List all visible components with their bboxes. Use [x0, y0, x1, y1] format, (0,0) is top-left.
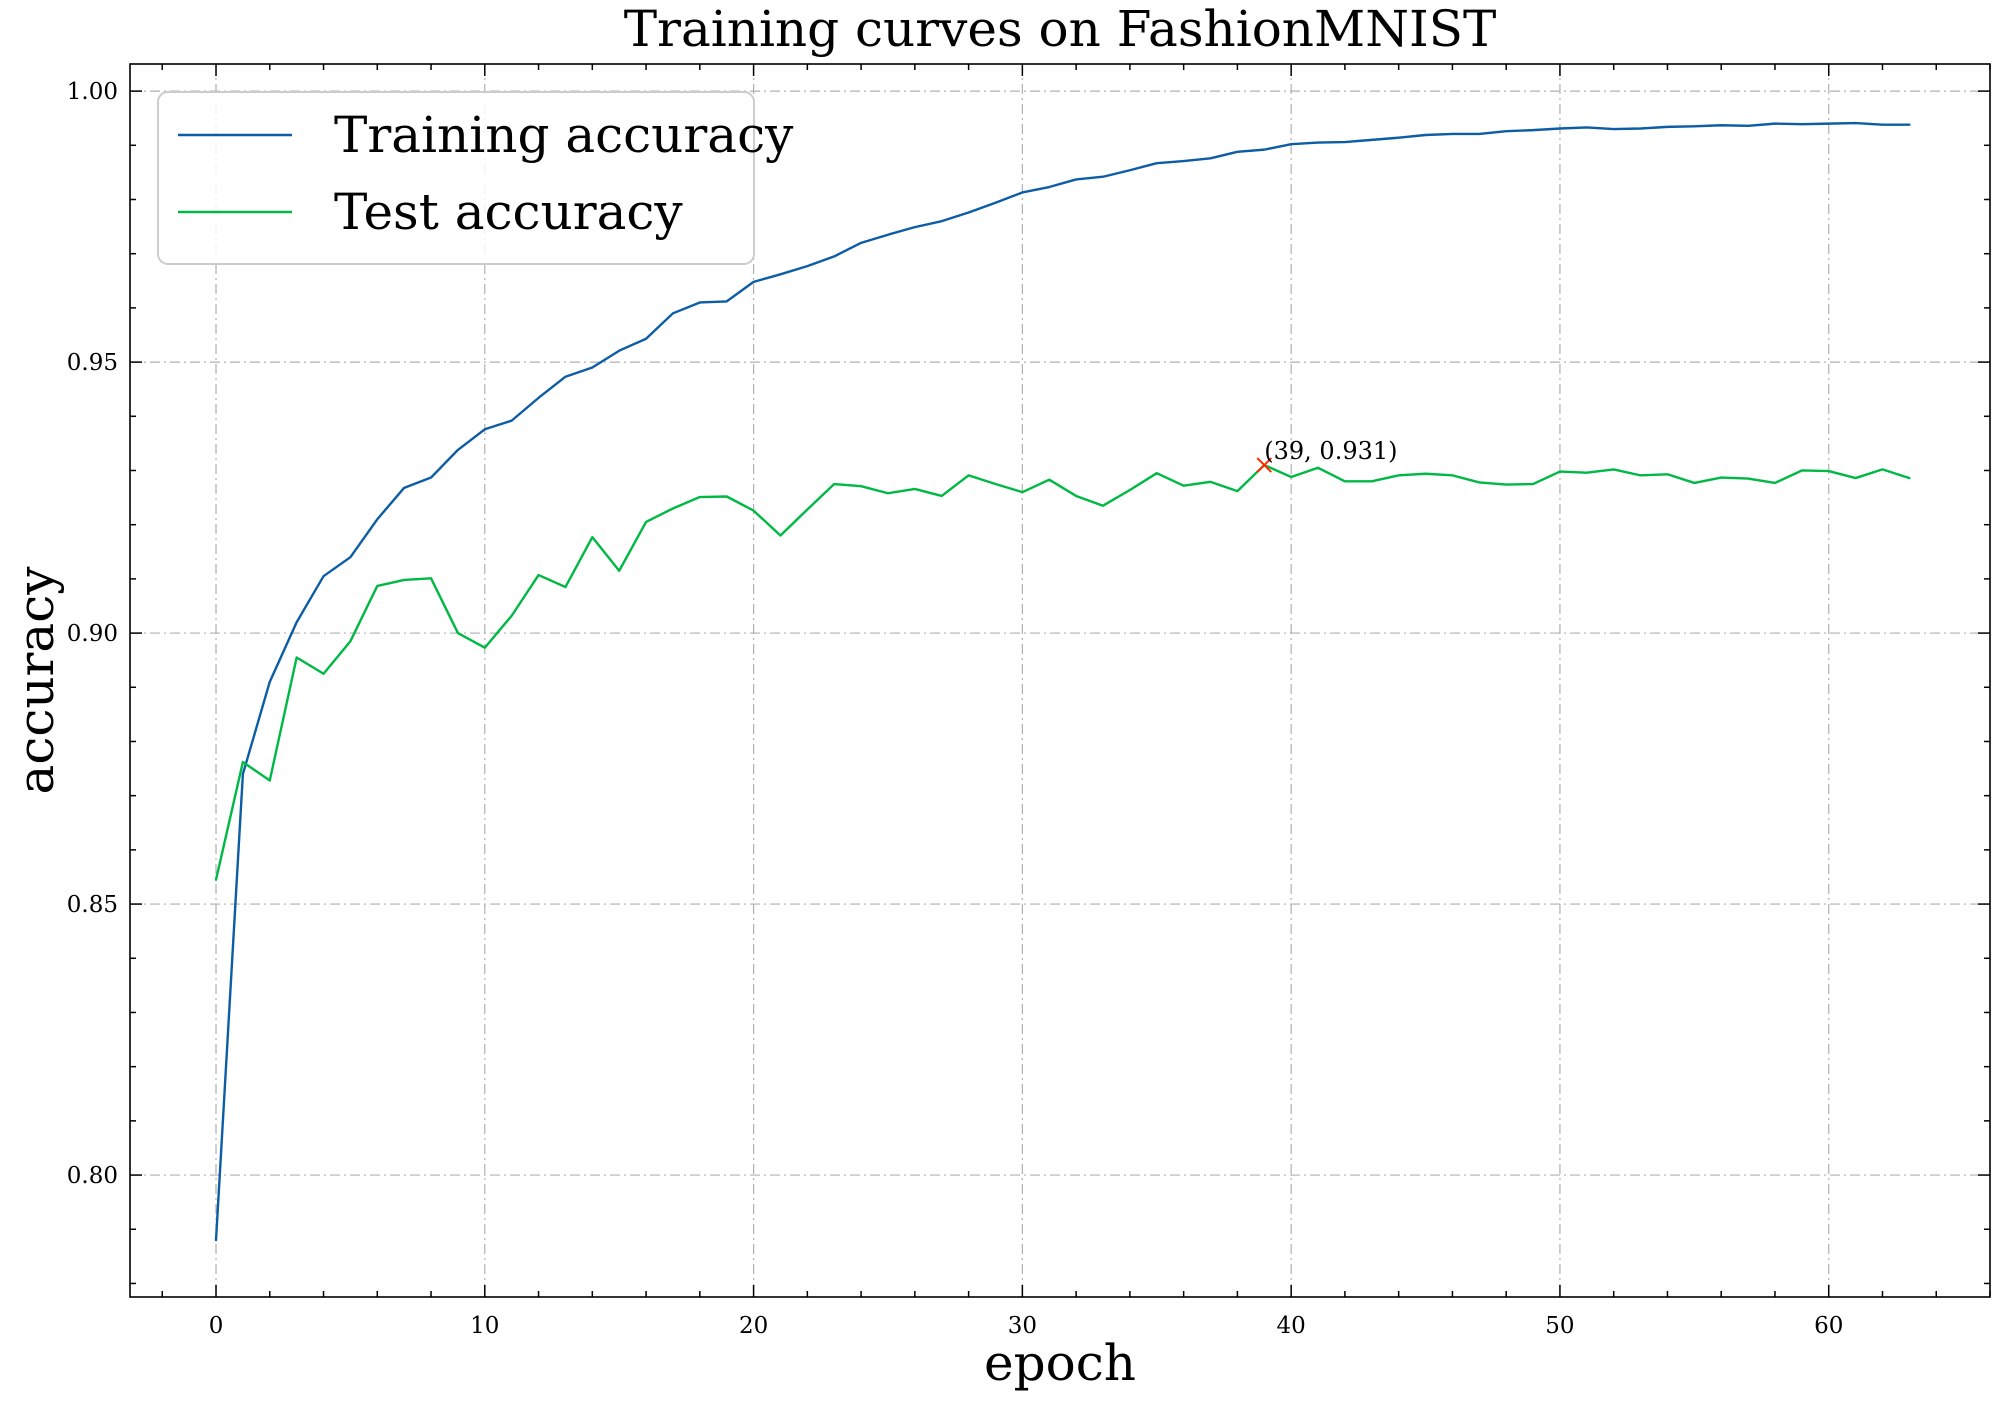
x-tick-label: 20	[739, 1313, 768, 1339]
test-accuracy-line	[214, 463, 1911, 881]
grid	[130, 64, 1990, 1297]
x-tick-label: 0	[209, 1313, 224, 1339]
training-accuracy-line	[214, 121, 1911, 1242]
marker-stroke	[1256, 457, 1272, 473]
legend-box	[157, 91, 755, 265]
x-tick-label: 10	[470, 1313, 499, 1339]
y-tick-label: 1.00	[67, 79, 118, 105]
x-tick-label: 50	[1545, 1313, 1574, 1339]
plot-area	[214, 121, 1911, 1242]
axis-ticks: 0 10 20 30 40 50 60 0.80 0.85 0.90 0.95 1.00	[67, 64, 1991, 1339]
y-axis-label: accuracy	[7, 566, 65, 795]
annotation-label: (39, 0.931)	[1264, 437, 1397, 465]
x-tick-label: 30	[1008, 1313, 1037, 1339]
y-tick-label: 0.95	[67, 350, 118, 376]
best-point-marker	[1256, 457, 1272, 473]
x-tick-label: 40	[1277, 1313, 1306, 1339]
legend: Training accuracy Test accuracy	[157, 91, 794, 265]
legend-label-training: Training accuracy	[334, 106, 794, 164]
y-tick-label: 0.80	[67, 1163, 118, 1189]
y-tick-label: 0.85	[67, 892, 118, 918]
y-tick-label: 0.90	[67, 621, 118, 647]
x-tick-label: 60	[1814, 1313, 1843, 1339]
annotations: (39, 0.931)	[1256, 437, 1398, 473]
x-axis-label: epoch	[984, 1334, 1136, 1392]
chart-title: Training curves on FashionMNIST	[624, 0, 1497, 58]
legend-label-test: Test accuracy	[334, 183, 683, 241]
plot-frame	[129, 63, 1991, 1298]
